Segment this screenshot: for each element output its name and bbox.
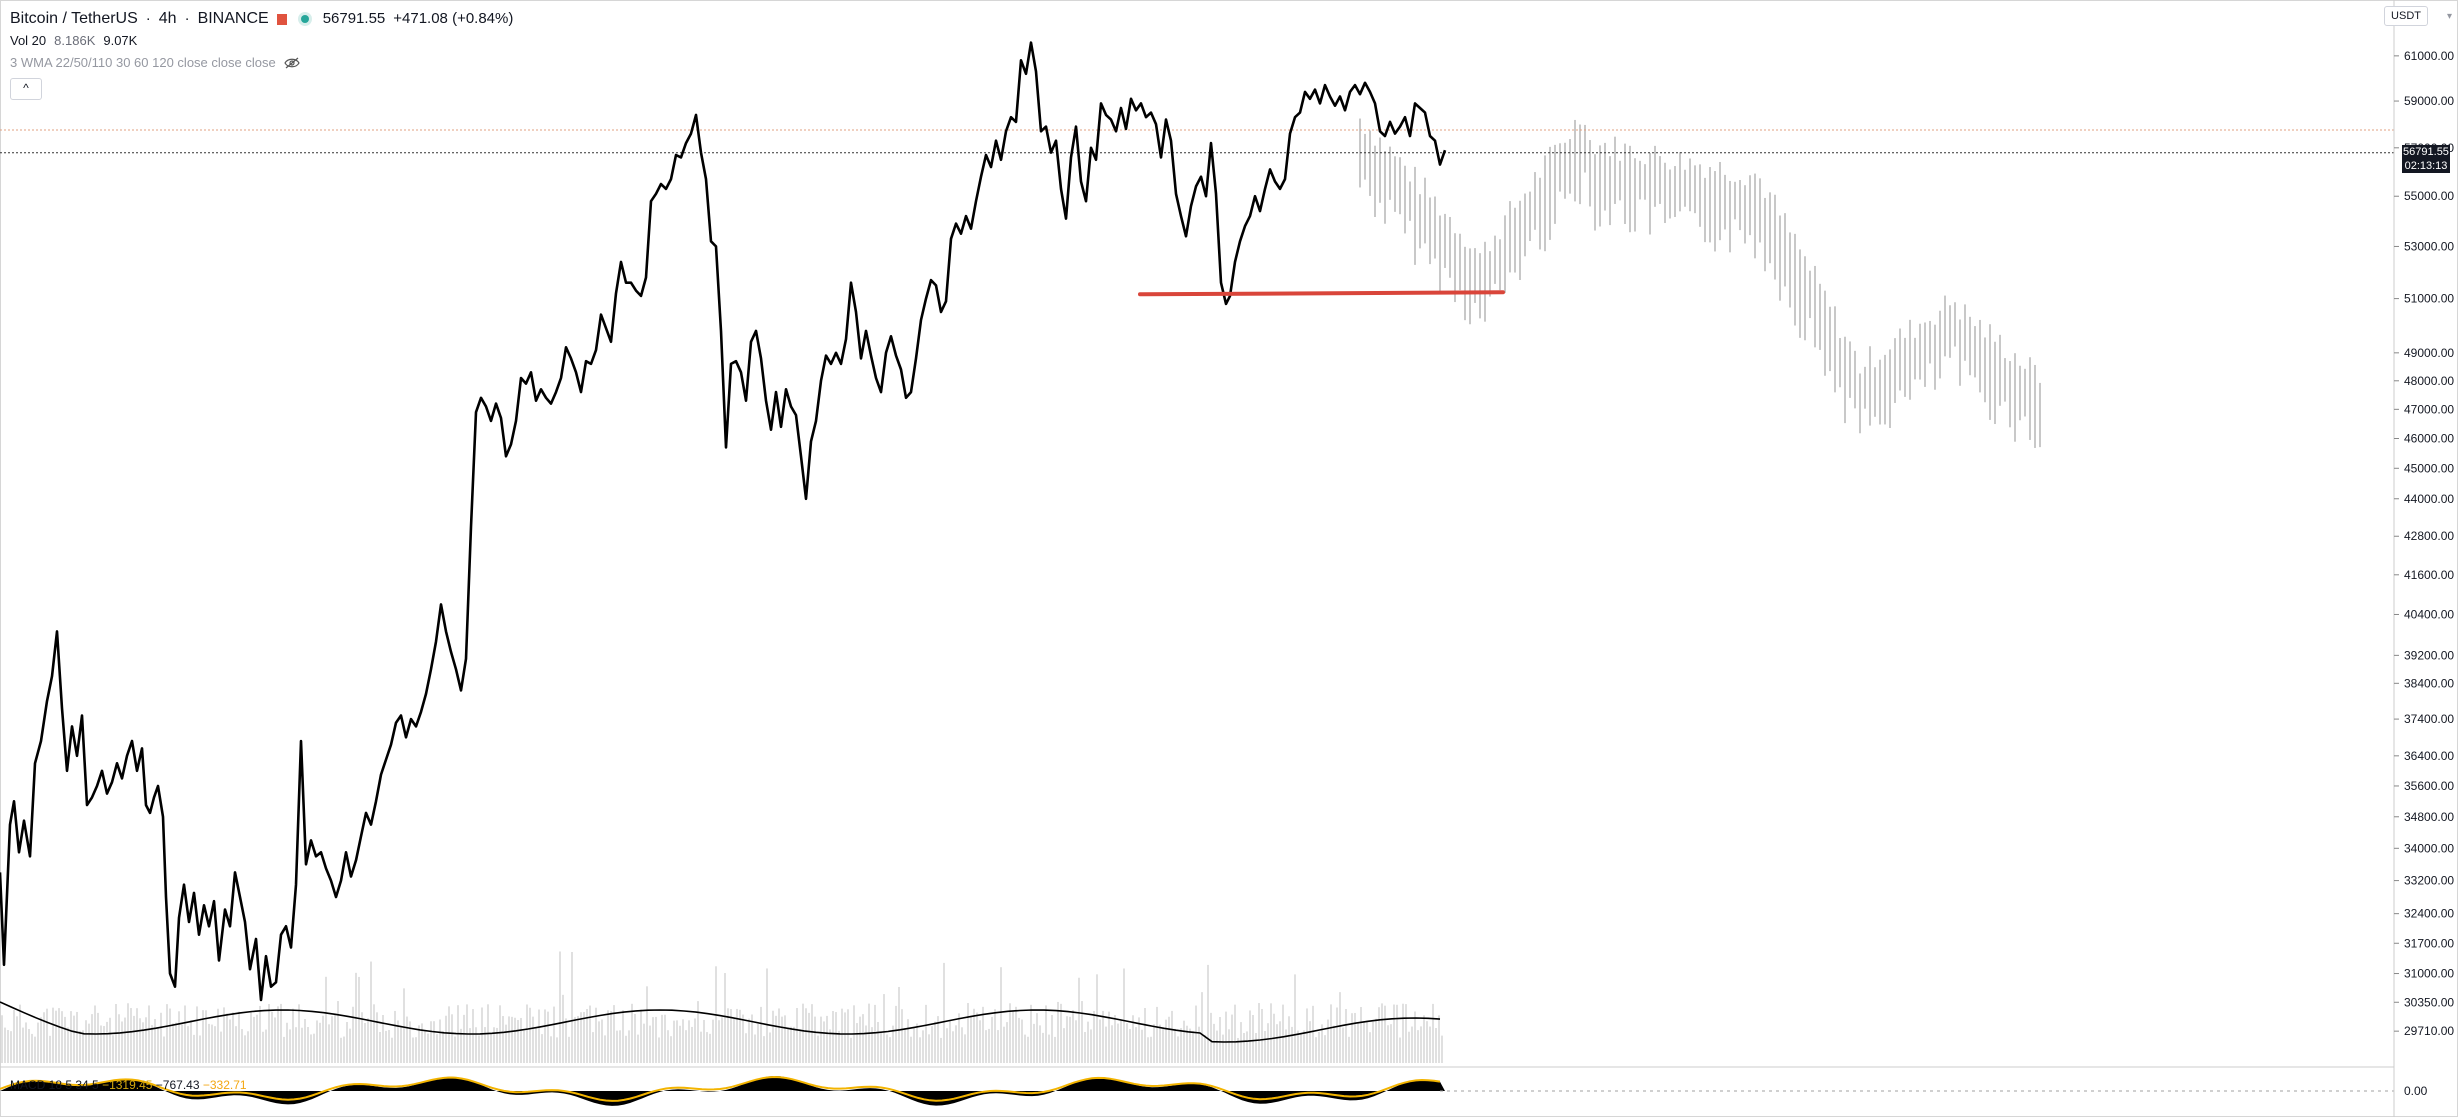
- axis-tick-label: 59000.00: [2404, 94, 2454, 108]
- axis-tick-label: 32400.00: [2404, 907, 2454, 921]
- axis-tick-label: 40400.00: [2404, 607, 2454, 621]
- axis-tick-label: 36400.00: [2404, 749, 2454, 763]
- macd-layer: [0, 1075, 1445, 1106]
- axis-tick-label: 34000.00: [2404, 841, 2454, 855]
- volume-value-1: 8.186K: [54, 33, 96, 48]
- price-line: [0, 41, 1447, 1002]
- axis-tick-label: 42800.00: [2404, 529, 2454, 543]
- axis-tick-label: 61000.00: [2404, 49, 2454, 63]
- ghost-bars-layer: [1359, 118, 2041, 448]
- axis-tick-label: 31000.00: [2404, 967, 2454, 981]
- market-status-icon: [300, 15, 309, 23]
- flag-icon[interactable]: [276, 13, 287, 25]
- macd-axis-zero: 0.00: [2404, 1084, 2428, 1098]
- legend-indicator-row: 3 WMA 22/50/110 30 60 120 close close cl…: [10, 52, 513, 74]
- wma-indicator-label[interactable]: 3 WMA 22/50/110 30 60 120 close close cl…: [10, 55, 276, 70]
- last-price-value: 56791.55: [2403, 145, 2449, 158]
- macd-label[interactable]: MACD 18 5 34 5: [10, 1078, 99, 1092]
- separator: ·: [145, 10, 151, 27]
- last-price-badge: 56791.55 02:13:13: [2402, 144, 2450, 173]
- exchange-label: BINANCE: [197, 10, 269, 27]
- axis-tick-label: 55000.00: [2404, 189, 2454, 203]
- macd-legend: MACD 18 5 34 5 −1319.45 −767.43 −332.71: [10, 1078, 247, 1092]
- macd-value-3: −332.71: [202, 1078, 247, 1092]
- collapse-legend-button[interactable]: ^: [10, 78, 42, 100]
- axis-tick-label: 35600.00: [2404, 779, 2454, 793]
- axis-tick-label: 37400.00: [2404, 712, 2454, 726]
- axis-tick-label: 49000.00: [2404, 346, 2454, 360]
- price-change: +471.08 (+0.84%): [393, 10, 514, 27]
- macd-histogram: [0, 1076, 1445, 1106]
- currency-badge[interactable]: USDT: [2384, 6, 2428, 26]
- axis-tick-label: 44000.00: [2404, 492, 2454, 506]
- separator: ·: [184, 10, 190, 27]
- volume-label[interactable]: Vol 20: [10, 33, 47, 48]
- price-line-layer: [0, 41, 1447, 1002]
- current-price: 56791.55: [322, 10, 386, 27]
- axis-tick-label: 41600.00: [2404, 568, 2454, 582]
- legend-symbol-row: Bitcoin / TetherUS · 4h · BINANCE 56791.…: [10, 8, 513, 30]
- axis-tick-label: 48000.00: [2404, 374, 2454, 388]
- axis-tick-label: 53000.00: [2404, 239, 2454, 253]
- volume-ma-layer: [0, 1001, 1441, 1043]
- macd-value-2: −767.43: [155, 1078, 200, 1092]
- price-axis: 61000.0059000.0057000.0055000.0053000.00…: [2394, 49, 2454, 1038]
- axis-tick-label: 31700.00: [2404, 936, 2454, 950]
- axis-tick-label: 30350.00: [2404, 995, 2454, 1009]
- legend-volume-row: Vol 20 8.186K 9.07K: [10, 30, 513, 52]
- axis-tick-label: 39200.00: [2404, 648, 2454, 662]
- macd-value-1: −1319.45: [102, 1078, 153, 1092]
- support-line: [1138, 290, 1505, 297]
- axis-tick-label: 38400.00: [2404, 676, 2454, 690]
- axis-tick-label: 47000.00: [2404, 402, 2454, 416]
- volume-bars-layer: [1, 951, 1443, 1063]
- hidden-eye-icon[interactable]: [284, 57, 300, 69]
- symbol-title[interactable]: Bitcoin / TetherUS: [10, 10, 138, 27]
- macd-signal-line: [0, 1075, 1441, 1102]
- currency-caret-icon[interactable]: ▾: [2446, 11, 2452, 22]
- interval-label[interactable]: 4h: [158, 10, 177, 27]
- axis-tick-label: 34800.00: [2404, 810, 2454, 824]
- volume-ma-line: [0, 1001, 1441, 1043]
- axis-tick-label: 51000.00: [2404, 292, 2454, 306]
- volume-value-2: 9.07K: [103, 33, 138, 48]
- axis-tick-label: 29710.00: [2404, 1024, 2454, 1038]
- candle-timer: 02:13:13: [2404, 159, 2448, 172]
- axis-tick-label: 45000.00: [2404, 461, 2454, 475]
- axis-tick-label: 33200.00: [2404, 874, 2454, 888]
- chart-legend: Bitcoin / TetherUS · 4h · BINANCE 56791.…: [10, 8, 513, 74]
- axis-tick-label: 46000.00: [2404, 431, 2454, 445]
